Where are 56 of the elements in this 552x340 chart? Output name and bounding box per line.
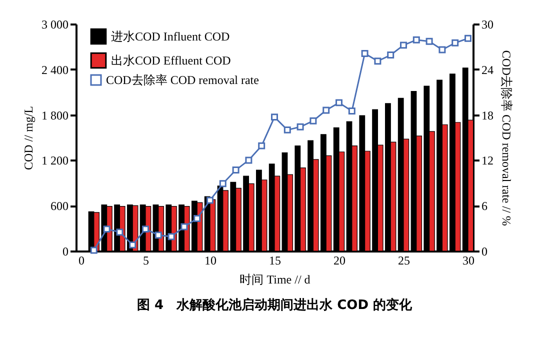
point bbox=[426, 38, 433, 45]
y2-tick-label: 24 bbox=[482, 62, 494, 77]
point bbox=[296, 123, 304, 130]
point bbox=[400, 42, 407, 49]
point bbox=[348, 108, 356, 115]
x-tick-label: 25 bbox=[398, 254, 410, 268]
point bbox=[142, 226, 149, 233]
point bbox=[374, 58, 382, 65]
y-tick-label: 1 200 bbox=[42, 154, 68, 168]
point bbox=[206, 196, 214, 204]
point bbox=[90, 246, 98, 254]
x-tick-label: 15 bbox=[269, 254, 281, 268]
text: 图 4 水解酸化池启动期间进出水 COD 的变化 bbox=[136, 297, 413, 313]
y-axis-title: COD // mg/L bbox=[22, 106, 36, 170]
point bbox=[271, 114, 278, 121]
point bbox=[116, 228, 124, 236]
y-tick-label: 0 bbox=[62, 244, 68, 258]
point bbox=[180, 223, 188, 230]
point bbox=[194, 214, 201, 222]
x-tick-label: 10 bbox=[204, 254, 216, 268]
point bbox=[129, 241, 136, 248]
point bbox=[452, 39, 459, 46]
y-tick-label: 2 400 bbox=[42, 62, 68, 77]
x-tick-label: 5 bbox=[143, 254, 149, 268]
legend-label: COD去除率 COD removal rate bbox=[106, 73, 259, 87]
x-tick-label: 20 bbox=[334, 254, 346, 268]
point bbox=[103, 226, 110, 233]
point bbox=[219, 180, 226, 188]
point bbox=[232, 166, 240, 174]
y2-tick-label: 18 bbox=[482, 108, 494, 122]
point bbox=[336, 99, 342, 106]
y2-tick-label: 12 bbox=[482, 154, 494, 168]
point bbox=[168, 233, 175, 240]
y2-axis-title: COD去除率 COD removal rate // % bbox=[500, 50, 514, 226]
point bbox=[310, 117, 317, 124]
point bbox=[258, 142, 266, 150]
point bbox=[154, 232, 162, 239]
point bbox=[387, 52, 394, 59]
point bbox=[361, 50, 368, 57]
point bbox=[245, 156, 252, 164]
point bbox=[464, 34, 472, 42]
y2-tick-label: 30 bbox=[482, 18, 494, 32]
point bbox=[438, 46, 446, 54]
y-tick-label: 3 000 bbox=[42, 18, 68, 32]
legend-label: 进水COD Influent COD bbox=[111, 30, 230, 44]
y2-tick-label: 6 bbox=[482, 199, 488, 214]
x-axis-title: 时间 Time // d bbox=[240, 272, 310, 286]
y-tick-label: 1 800 bbox=[42, 108, 68, 122]
point bbox=[412, 36, 420, 44]
point bbox=[284, 126, 291, 134]
point bbox=[322, 106, 330, 114]
x-tick-label: 0 bbox=[78, 254, 84, 268]
x-tick-label: 30 bbox=[462, 254, 474, 268]
y2-tick-label: 0 bbox=[482, 244, 488, 258]
legend-label: 出水COD Effluent COD bbox=[111, 54, 232, 68]
y-tick-label: 600 bbox=[50, 199, 68, 214]
